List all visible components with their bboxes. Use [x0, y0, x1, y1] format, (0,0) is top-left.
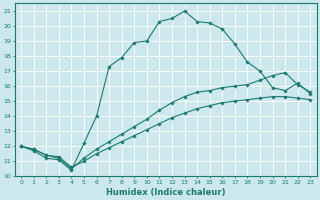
- X-axis label: Humidex (Indice chaleur): Humidex (Indice chaleur): [106, 188, 225, 197]
